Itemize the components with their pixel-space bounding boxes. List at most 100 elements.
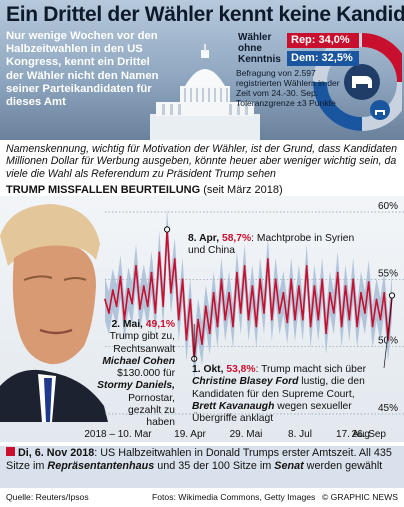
annotation-mai-line2: Rechtsanwalt xyxy=(113,343,175,355)
y-tick-label: 55% xyxy=(378,268,398,279)
data-point xyxy=(181,278,184,281)
rep-badge: Rep: 34,0% xyxy=(287,33,359,48)
data-point xyxy=(360,291,362,294)
data-point xyxy=(135,265,137,267)
data-point xyxy=(224,318,227,321)
data-point xyxy=(375,298,378,301)
annotation-okt-text2: lustig, die den Kandidaten für den Supre… xyxy=(192,376,365,400)
data-point xyxy=(352,278,355,281)
capitol-image xyxy=(150,44,260,140)
data-point xyxy=(162,305,165,308)
data-point xyxy=(309,325,312,328)
data-point xyxy=(142,285,145,287)
annotation-okt-name2: Brett Kavanaugh xyxy=(192,400,275,412)
footer-band xyxy=(0,446,404,488)
data-point xyxy=(305,265,308,267)
data-point xyxy=(131,302,134,305)
data-point xyxy=(197,318,200,321)
data-point xyxy=(158,251,161,254)
data-point xyxy=(344,285,347,287)
trump-photo xyxy=(0,204,108,422)
dem-badge: Dem: 32,5% xyxy=(287,51,359,66)
data-point xyxy=(115,305,118,308)
brand-credit: © GRAPHIC NEWS xyxy=(321,492,398,502)
data-point xyxy=(119,275,122,278)
data-point xyxy=(127,287,130,290)
highlight-point xyxy=(164,226,171,233)
data-point xyxy=(251,285,254,287)
annotation-okt-value: 53,8% xyxy=(226,364,256,375)
chart-title-bold: TRUMP MISSFALLEN BEURTEILUNG xyxy=(6,184,201,196)
annotation-apr-text: : Machtprobe in Syrien und China xyxy=(188,233,355,257)
data-point xyxy=(282,291,285,294)
data-point xyxy=(313,285,316,287)
annotation-mai-line1: Trump gibt zu, xyxy=(109,331,175,343)
page-title: Ein Drittel der Wähler kennt keine Kandi… xyxy=(6,3,404,26)
story-text: Namenskennung, wichtig für Motivation de… xyxy=(6,143,397,180)
annotation-okt-text3: wegen sexueller Übergriffe anklagt xyxy=(192,400,352,425)
data-point xyxy=(208,332,211,335)
donkey-icon xyxy=(375,110,385,115)
chart-title-rest: (seit März 2018) xyxy=(200,184,283,196)
annotation-okt-date: 1. Okt, xyxy=(192,364,224,375)
data-point xyxy=(317,318,320,321)
data-point xyxy=(329,291,331,294)
data-point xyxy=(336,271,339,274)
data-point xyxy=(348,318,351,321)
annotation-okt: 1. Okt, 53,8%: Trump macht sich über Chr… xyxy=(192,364,370,425)
y-tick-label: 45% xyxy=(378,403,398,414)
annotation-mai-line3: $130.000 für xyxy=(117,368,175,380)
annotation-mai-name1: Michael Cohen xyxy=(102,355,175,367)
highlight-point xyxy=(388,292,396,299)
x-tick-label: 26. Sep xyxy=(352,429,387,440)
data-point xyxy=(189,298,192,301)
data-point xyxy=(294,318,296,321)
data-point xyxy=(123,318,126,321)
election-date: Di, 6. Nov 2018 xyxy=(18,447,95,459)
x-tick-label: 17. Aug xyxy=(336,429,370,440)
data-point xyxy=(154,312,157,314)
annotation-apr-value: 58,7% xyxy=(221,233,252,244)
data-point xyxy=(177,318,180,321)
data-point xyxy=(364,312,366,314)
data-point xyxy=(290,278,293,281)
annotation-mai-name2: Stormy Daniels, xyxy=(97,380,175,392)
data-point xyxy=(201,343,203,345)
data-point xyxy=(278,312,281,314)
data-point xyxy=(325,332,327,335)
red-square-icon xyxy=(6,447,15,456)
data-point xyxy=(274,278,277,281)
data-point xyxy=(298,285,300,287)
data-point xyxy=(185,339,188,341)
data-point xyxy=(212,291,215,294)
annotation-mai-line6: haben xyxy=(146,417,175,429)
data-point xyxy=(232,325,234,328)
data-point xyxy=(379,318,382,321)
data-point xyxy=(259,278,261,281)
annotation-apr-date: 8. Apr, xyxy=(188,233,220,244)
election-note: Di, 6. Nov 2018: US Halbzeitwahlen in Do… xyxy=(6,447,392,472)
leader-line xyxy=(383,298,393,369)
data-point xyxy=(170,291,172,294)
annotation-mai-value: 49,1% xyxy=(145,319,175,330)
data-point xyxy=(228,291,231,294)
source-text: Quelle: Reuters/Ipsos xyxy=(6,492,89,502)
data-point xyxy=(220,278,223,281)
data-point xyxy=(247,318,250,321)
data-point xyxy=(104,298,106,301)
data-point xyxy=(332,312,335,314)
data-point xyxy=(267,258,269,260)
annotation-mai-line4: Pornostar, xyxy=(128,392,175,404)
data-point xyxy=(173,258,176,260)
data-point xyxy=(239,312,242,314)
data-point xyxy=(270,318,273,321)
data-point xyxy=(236,271,238,274)
y-tick-label: 60% xyxy=(378,201,398,212)
data-point xyxy=(356,325,358,328)
data-point xyxy=(255,325,258,328)
data-point xyxy=(387,339,389,341)
data-point xyxy=(111,289,114,291)
annotation-mai: 2. Mai, 49,1% Trump gibt zu, Rechtsanwal… xyxy=(93,319,175,430)
